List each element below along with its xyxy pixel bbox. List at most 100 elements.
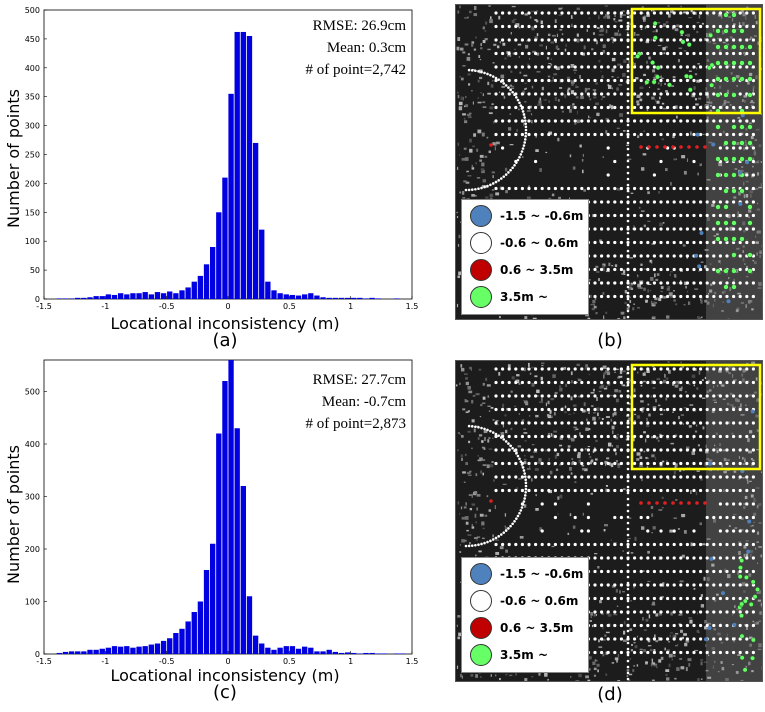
- stat-count-a: # of point=2,742: [305, 62, 406, 78]
- histogram-bar: [99, 296, 105, 299]
- legend-item-d-2: -0.6 ~ 0.6m: [470, 589, 578, 613]
- histogram-bar: [173, 293, 179, 299]
- map-legend-b: -1.5 ~ -0.6m -0.6 ~ 0.6m 0.6 ~ 3.5m 3.5m…: [461, 199, 589, 315]
- histogram-bar: [203, 264, 210, 299]
- legend-item-b-2: -0.6 ~ 0.6m: [470, 231, 578, 255]
- histogram-bar: [326, 297, 332, 299]
- histogram-bar: [400, 653, 406, 654]
- x-tick-label: 1.5: [406, 302, 419, 311]
- legend-label: 0.6 ~ 3.5m: [500, 263, 574, 277]
- stat-mean-c: Mean: -0.7cm: [321, 394, 406, 410]
- histogram-bar: [363, 298, 369, 299]
- histogram-panel-a: -1.5 -1 -0.5 0 0.5 1 1.5 0 50 100 150 200 250 300 350 4…: [0, 0, 440, 356]
- histogram-bar: [56, 298, 62, 299]
- y-tick-label: 0: [35, 295, 40, 304]
- histogram-bar: [351, 652, 357, 654]
- x-axis-label-c: Locational inconsistency (m): [110, 666, 340, 685]
- stat-rmse-a: RMSE: 26.9cm: [312, 18, 406, 34]
- histogram-bar: [332, 651, 338, 654]
- histogram-bar: [369, 652, 375, 654]
- histogram-bar: [271, 649, 277, 654]
- histogram-bar: [56, 652, 62, 654]
- histogram-bar: [124, 294, 130, 299]
- histogram-bar: [363, 652, 369, 654]
- point-map-b: -1.5 ~ -0.6m -0.6 ~ 0.6m 0.6 ~ 3.5m 3.5m…: [455, 4, 763, 320]
- histogram-bar: [160, 293, 167, 299]
- plot-frame: [43, 359, 413, 655]
- histogram-bar: [93, 296, 99, 299]
- y-tick-label: 200: [25, 179, 40, 188]
- histogram-bar: [68, 298, 75, 299]
- histogram-bar: [160, 640, 167, 654]
- y-tick-label: 450: [25, 35, 40, 44]
- legend-item-d-4: 3.5m ~: [470, 643, 548, 667]
- histogram-bar: [295, 295, 302, 299]
- histogram-bar: [148, 644, 154, 654]
- histogram-bar: [240, 31, 246, 300]
- histogram-bar: [75, 651, 81, 654]
- histogram-bar: [191, 281, 197, 299]
- caption-d: (d): [597, 684, 623, 705]
- y-tick-label: 300: [25, 122, 40, 131]
- histogram-bar: [111, 646, 118, 654]
- histogram-bar: [118, 646, 124, 654]
- y-tick-label: 350: [25, 93, 40, 102]
- x-tick-label: 1.5: [406, 657, 419, 666]
- legend-item-b-3: 0.6 ~ 3.5m: [470, 258, 573, 282]
- histogram-bar: [344, 652, 351, 654]
- histogram-bar: [320, 651, 326, 654]
- histogram-bar: [173, 633, 179, 654]
- y-tick-label: 200: [25, 545, 40, 554]
- plot-frame: [43, 9, 413, 300]
- legend-swatch-red: [470, 617, 492, 639]
- histogram-bar: [167, 291, 173, 299]
- y-tick-label: 300: [25, 493, 40, 502]
- histogram-bar: [154, 643, 161, 654]
- histogram-bar: [154, 292, 161, 299]
- histogram-bar: [167, 638, 173, 654]
- histogram-bar: [302, 646, 308, 654]
- histogram-chart-c: -1.5 -1 -0.5 0 0.5 1 1.5 0 100 200 300 400 500: [25, 359, 419, 666]
- histogram-bar: [326, 649, 332, 654]
- histogram-bar: [130, 293, 136, 299]
- histogram-bar: [179, 628, 185, 654]
- x-tick-label: -1.5: [36, 657, 52, 666]
- x-tick-label: 1: [348, 302, 353, 311]
- y-tick-label: 500: [25, 388, 40, 397]
- histogram-bar: [81, 297, 87, 299]
- y-tick-label: 250: [25, 151, 40, 160]
- histogram-bar: [75, 297, 81, 299]
- highlight-box: [630, 7, 762, 115]
- histogram-bar: [271, 290, 277, 299]
- histogram-panel-c: -1.5 -1 -0.5 0 0.5 1 1.5 0 100 200 300 400 500 RMSE:…: [0, 356, 440, 712]
- histogram-bar: [314, 651, 320, 654]
- histogram-bar: [246, 596, 253, 654]
- histogram-bar: [265, 647, 271, 654]
- histogram-bar: [222, 177, 228, 299]
- histogram-bar: [87, 649, 93, 654]
- x-tick-label: -0.5: [159, 302, 175, 311]
- histogram-bar: [185, 287, 191, 299]
- y-tick-label: 100: [25, 237, 40, 246]
- histogram-bar: [68, 651, 75, 654]
- histogram-bar: [338, 297, 345, 299]
- caption-b: (b): [597, 330, 623, 351]
- histogram-bar: [148, 294, 154, 299]
- x-tick-label: 0: [225, 302, 230, 311]
- stat-mean-a: Mean: 0.3cm: [326, 40, 406, 56]
- histogram-bar: [111, 294, 118, 299]
- histogram-bar: [234, 428, 240, 654]
- legend-swatch-blue: [470, 563, 492, 585]
- y-tick-label: 150: [25, 208, 40, 217]
- y-tick-label: 50: [30, 266, 40, 275]
- legend-swatch-white: [470, 232, 492, 254]
- histogram-bar: [142, 292, 148, 299]
- histogram-bar: [142, 646, 148, 654]
- histogram-bar: [228, 360, 234, 654]
- histogram-bar: [369, 297, 375, 299]
- x-tick-label: -1.5: [36, 302, 52, 311]
- histogram-bar: [210, 246, 216, 299]
- histogram-bar: [277, 647, 283, 654]
- histogram-bar: [252, 142, 259, 299]
- histogram-bar: [191, 612, 197, 654]
